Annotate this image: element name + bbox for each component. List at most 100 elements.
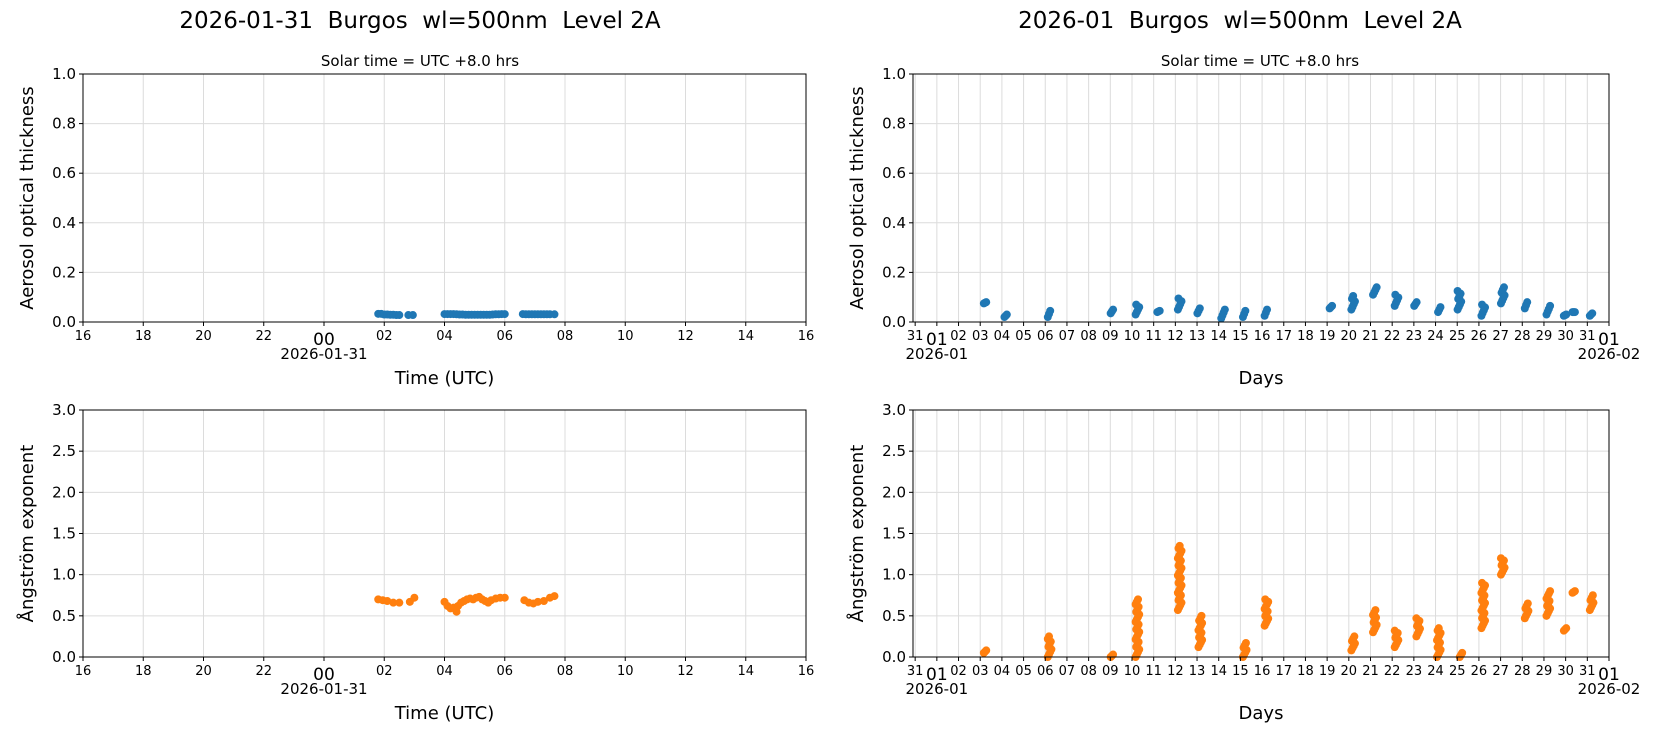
x-tick-label: 26 — [1471, 664, 1488, 679]
x-tick-label: 05 — [1015, 329, 1032, 344]
x-tick-label: 00 — [313, 665, 335, 685]
x-tick-label: 04 — [436, 329, 453, 344]
x-tick-label: 04 — [994, 329, 1011, 344]
monthly-angstrom-plot: 0.00.51.01.52.02.53.031 01 02 03 04 05 06 07 08 0… — [846, 401, 1640, 724]
x-date-label: 2026-01-31 — [280, 680, 367, 698]
x-tick-label: 14 — [1210, 664, 1227, 679]
y-tick-label: 0.5 — [882, 607, 906, 625]
y-tick-label: 1.0 — [882, 65, 906, 83]
x-tick-label: 02 — [376, 329, 393, 344]
y-tick-label: 1.0 — [52, 566, 76, 584]
y-tick-label: 0.2 — [882, 263, 906, 281]
x-tick-label: 16 — [75, 664, 92, 679]
y-tick-label: 1.5 — [52, 525, 76, 543]
x-tick-label: 27 — [1492, 329, 1509, 344]
x-tick-label: 19 — [1319, 664, 1336, 679]
x-tick-label: 18 — [135, 664, 152, 679]
x-tick-label: 02 — [950, 664, 967, 679]
x-tick-label: 21 — [1362, 329, 1379, 344]
x-tick-label: 16 — [798, 664, 815, 679]
x-tick-label: 31 — [1579, 329, 1596, 344]
x-tick-label: 14 — [1210, 329, 1227, 344]
x-tick-label: 00 — [313, 330, 335, 350]
y-tick-label: 3.0 — [52, 401, 76, 419]
x-tick-label: 17 — [1275, 664, 1292, 679]
data-points — [374, 309, 559, 320]
y-tick-label: 0.4 — [882, 214, 906, 232]
x-tick-label: 10 — [617, 664, 634, 679]
x-tick-label: 10 — [1124, 664, 1141, 679]
right-figure-title: 2026-01 Burgos wl=500nm Level 2A — [1018, 8, 1462, 34]
y-tick-label: 0.4 — [52, 214, 76, 232]
x-tick-label: 20 — [195, 664, 212, 679]
x-tick-label: 06 — [1037, 329, 1054, 344]
x-tick-label: 21 — [1362, 664, 1379, 679]
x-tick-label: 29 — [1536, 664, 1553, 679]
x-tick-label: 27 — [1492, 664, 1509, 679]
x-tick-label: 20 — [1341, 329, 1358, 344]
left-subtitle: Solar time = UTC +8.0 hrs — [320, 52, 520, 70]
x-axis-label: Days — [1239, 368, 1284, 389]
x-tick-label: 15 — [1232, 664, 1249, 679]
data-points — [979, 283, 1597, 323]
y-axis-label: Aerosol optical thickness — [17, 86, 38, 309]
y-tick-label: 2.0 — [882, 483, 906, 501]
x-tick-label: 22 — [1384, 329, 1401, 344]
x-tick-label: 30 — [1557, 329, 1574, 344]
x-tick-label: 01 — [1598, 330, 1620, 350]
x-tick-label: 16 — [1254, 329, 1271, 344]
x-tick-label: 29 — [1536, 329, 1553, 344]
x-tick-label: 24 — [1427, 664, 1444, 679]
x-tick-label: 08 — [1080, 664, 1097, 679]
x-tick-label: 20 — [1341, 664, 1358, 679]
data-points — [374, 592, 559, 616]
x-tick-label: 28 — [1514, 664, 1531, 679]
x-tick-label: 14 — [737, 329, 754, 344]
x-month-label-start: 2026-01 — [906, 345, 969, 363]
x-tick-label: 15 — [1232, 329, 1249, 344]
y-tick-label: 0.6 — [882, 164, 906, 182]
right-subtitle: Solar time = UTC +8.0 hrs — [1160, 52, 1360, 70]
daily-angstrom-plot: 0.0 0.5 1.0 1.5 2.0 2.5 3.0 16 18 20 22 00 02 04 06 08 1… — [16, 401, 814, 724]
x-tick-label: 05 — [1015, 664, 1032, 679]
y-tick-label: 0.0 — [52, 648, 76, 666]
left-figure-title: 2026-01-31 Burgos wl=500nm Level 2A — [179, 8, 661, 34]
x-tick-label: 03 — [972, 664, 989, 679]
x-tick-label: 16 — [798, 329, 815, 344]
y-tick-label: 0.0 — [882, 313, 906, 331]
x-tick-label: 20 — [195, 329, 212, 344]
x-tick-label: 01 — [926, 665, 948, 685]
x-tick-label: 06 — [496, 664, 513, 679]
x-tick-label: 11 — [1145, 664, 1162, 679]
y-tick-label: 0.0 — [52, 313, 76, 331]
x-tick-label: 06 — [1037, 664, 1054, 679]
x-tick-label: 22 — [1384, 664, 1401, 679]
x-tick-label: 23 — [1406, 329, 1423, 344]
x-tick-label: 22 — [255, 329, 272, 344]
y-axis-label: Ångström exponent — [16, 445, 38, 623]
x-tick-label: 28 — [1514, 329, 1531, 344]
y-tick-label: 0.8 — [52, 115, 76, 133]
x-tick-label: 26 — [1471, 329, 1488, 344]
x-tick-label: 11 — [1145, 329, 1162, 344]
x-tick-label: 10 — [617, 329, 634, 344]
x-tick-label: 14 — [737, 664, 754, 679]
x-tick-label: 04 — [436, 664, 453, 679]
x-tick-label: 19 — [1319, 329, 1336, 344]
x-tick-label: 02 — [950, 329, 967, 344]
x-tick-label: 13 — [1189, 664, 1206, 679]
x-tick-label: 01 — [926, 330, 948, 350]
x-month-label-end: 2026-02 — [1578, 345, 1641, 363]
y-tick-label: 2.5 — [882, 442, 906, 460]
x-tick-label: 07 — [1059, 329, 1076, 344]
y-tick-label: 2.0 — [52, 483, 76, 501]
monthly-aod-plot: 0.00.20.40.60.81.031 01 02 03 04 05 06 07 08 09 10… — [847, 65, 1640, 389]
daily-aod-plot: 0.0 0.2 0.4 0.6 0.8 1.0 16 18 20 22 00 02 04 06 08 10 12… — [17, 65, 814, 389]
x-tick-label: 22 — [255, 664, 272, 679]
x-month-label-start: 2026-01 — [906, 680, 969, 698]
x-tick-label: 31 — [907, 329, 924, 344]
x-tick-label: 16 — [75, 329, 92, 344]
y-tick-label: 0.5 — [52, 607, 76, 625]
y-tick-label: 1.0 — [882, 566, 906, 584]
